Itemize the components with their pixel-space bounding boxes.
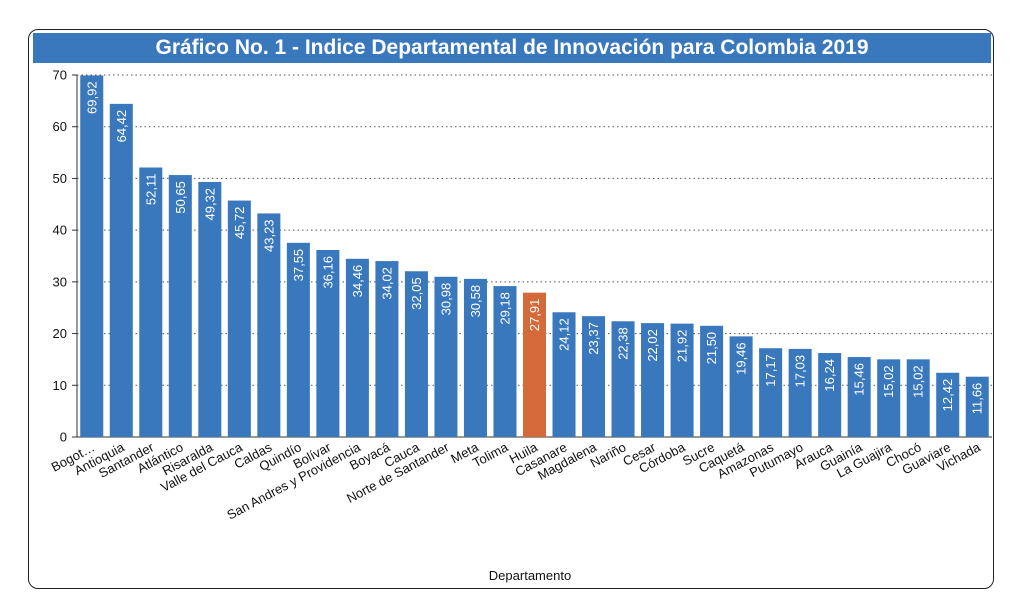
value-label: 50,65: [173, 181, 188, 214]
bar: [109, 103, 133, 438]
bar: [434, 276, 458, 437]
y-tick-label: 10: [53, 378, 67, 393]
bar: [286, 242, 310, 437]
bar: [906, 359, 930, 437]
bar: [965, 376, 989, 437]
bar: [936, 372, 960, 437]
value-label: 64,42: [114, 110, 129, 143]
value-label: 15,02: [881, 365, 896, 398]
value-label: 45,72: [232, 207, 247, 240]
value-label: 49,32: [202, 188, 217, 221]
value-label: 43,23: [261, 219, 276, 252]
value-label: 69,92: [84, 81, 99, 114]
bar: [700, 325, 724, 437]
bar: [345, 258, 369, 437]
value-label: 29,18: [497, 292, 512, 325]
y-tick-label: 70: [53, 68, 67, 83]
bar: [463, 278, 487, 437]
value-label: 16,24: [822, 359, 837, 392]
value-label: 24,12: [557, 318, 572, 351]
bar: [227, 200, 251, 437]
value-label: 11,66: [970, 383, 985, 415]
bar: [788, 348, 812, 437]
bar: [847, 357, 871, 437]
bar: [257, 213, 281, 437]
bar: [404, 271, 428, 437]
chart-title: Gráfico No. 1 - Indice Departamental de …: [33, 33, 991, 63]
value-label: 17,03: [793, 355, 808, 388]
y-tick-label: 0: [60, 430, 67, 445]
value-label: 22,02: [645, 329, 660, 362]
y-tick-label: 40: [53, 223, 67, 238]
bar: [493, 286, 517, 437]
value-label: 37,55: [291, 249, 306, 282]
value-label: 52,11: [143, 174, 158, 206]
bar: [198, 181, 222, 437]
x-tick-label: Tolima: [470, 439, 511, 470]
bar: [759, 348, 783, 437]
value-label: 21,92: [675, 330, 690, 363]
value-label: 32,05: [409, 277, 424, 310]
bar: [375, 261, 399, 437]
bar: [522, 292, 547, 437]
y-axis: 0 10 20 30 40 50 60 70: [53, 68, 78, 445]
bar: [552, 312, 576, 437]
y-tick-label: 30: [53, 274, 67, 289]
value-label: 17,17: [763, 354, 778, 387]
bar: [139, 167, 163, 438]
y-tick-label: 20: [53, 326, 67, 341]
x-tick-labels: Bogot…AntioquiaSantanderAtlánticoRisaral…: [49, 439, 984, 522]
value-label: 34,46: [350, 265, 365, 298]
bar: [582, 316, 606, 437]
value-label: 34,02: [379, 267, 394, 300]
value-labels: 69,92 64,42 52,11 50,65 49,32 45,72 43,23 37,55…: [84, 81, 984, 414]
bar: [641, 323, 665, 437]
value-label: 15,46: [852, 363, 867, 396]
y-tick-label: 50: [53, 171, 67, 186]
bars: [80, 75, 989, 438]
bar: [729, 336, 753, 437]
value-label: 19,46: [734, 342, 749, 375]
bar: [80, 75, 104, 438]
value-label: 27,91: [527, 299, 542, 332]
value-label: 36,16: [320, 256, 335, 289]
bar: [818, 353, 842, 437]
bar: [877, 359, 901, 437]
bar: [316, 250, 340, 437]
value-label: 22,38: [616, 327, 631, 360]
bar: [670, 323, 694, 437]
value-label: 15,02: [911, 365, 926, 398]
value-label: 12,42: [940, 379, 955, 412]
bar: [611, 321, 635, 437]
x-axis-label: Departamento: [489, 568, 571, 583]
value-label: 30,98: [438, 283, 453, 316]
value-label: 23,37: [586, 322, 601, 355]
bar: [168, 175, 192, 437]
value-label: 30,58: [468, 285, 483, 318]
y-tick-label: 60: [53, 119, 67, 134]
value-label: 21,50: [704, 332, 719, 365]
